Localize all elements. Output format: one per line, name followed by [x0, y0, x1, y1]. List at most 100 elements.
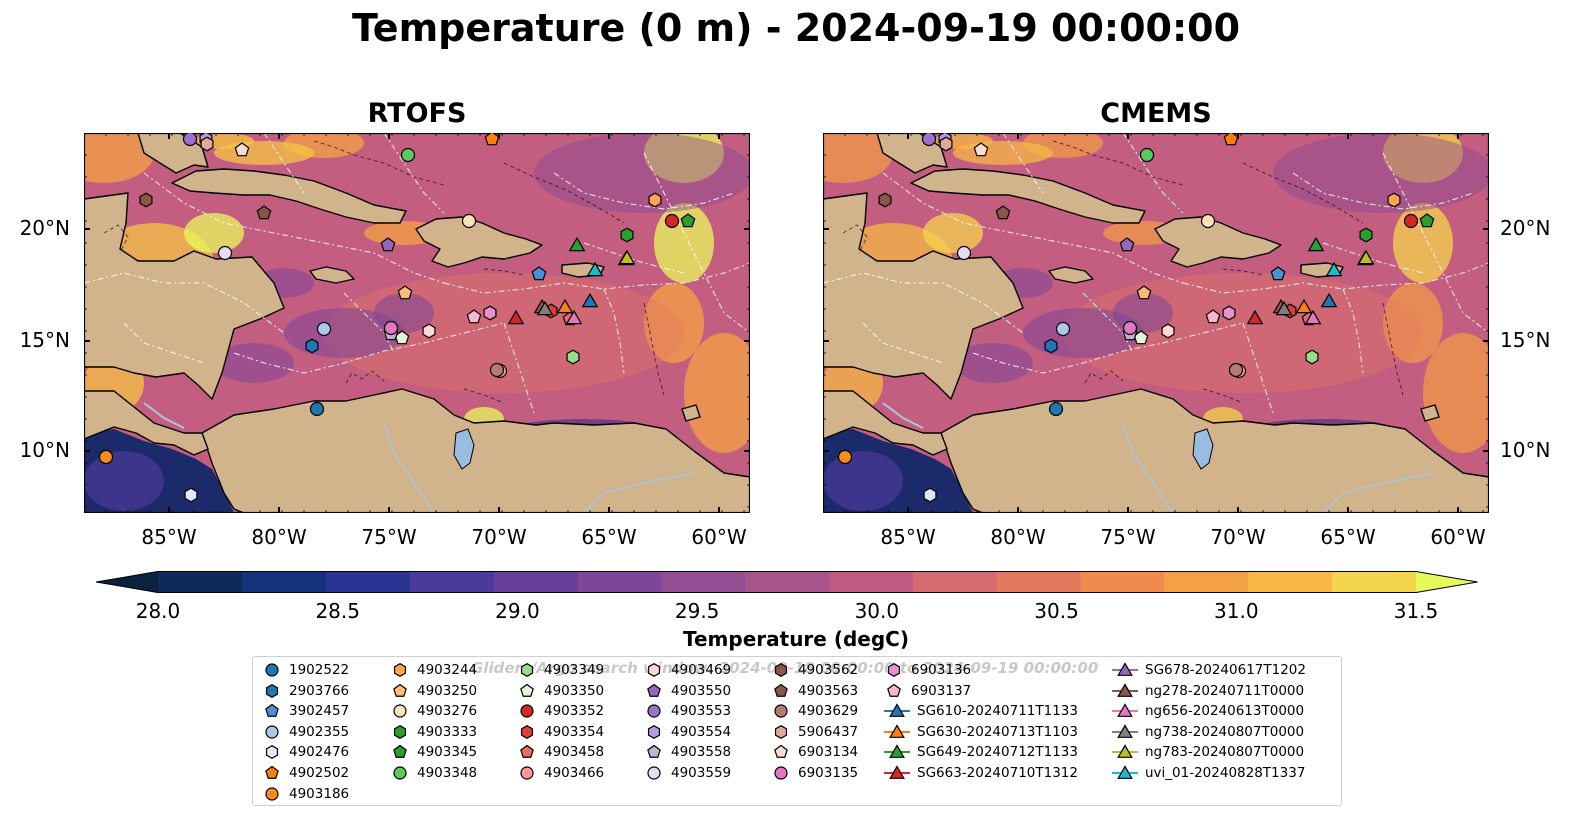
lon-tick-label: 85°W: [880, 525, 936, 549]
legend-item-label: SG630-20240713T1103: [917, 723, 1078, 740]
legend-marker-icon: [884, 765, 910, 779]
obs-4903629: [1228, 362, 1244, 378]
legend-marker-icon: [1112, 724, 1138, 738]
obs-4903550: [1119, 237, 1135, 252]
obs-4903352: [1403, 213, 1419, 229]
legend-marker-icon: [520, 683, 534, 697]
legend-marker-icon: [647, 724, 661, 739]
legend-marker-icon: [393, 663, 407, 677]
lon-tick-label: 75°W: [1100, 525, 1156, 549]
legend-marker-icon: [774, 704, 788, 718]
legend-marker-icon: [647, 663, 661, 677]
legend-item: 4903250: [389, 681, 477, 701]
colorbar: [96, 571, 1478, 593]
lon-tick-label: 70°W: [471, 525, 527, 549]
legend-item: 4903186: [261, 784, 349, 804]
colorbar-bin: [1332, 571, 1417, 593]
legend-marker-icon: [647, 766, 661, 780]
colorbar-bin: [241, 571, 327, 593]
glider-ng738-20240807T0000: [536, 300, 554, 316]
obs-4903250: [397, 285, 413, 300]
legend-item-label: 4903550: [671, 682, 732, 699]
legend-marker-icon: [265, 663, 279, 677]
glider-uvi_01-20240828T1337: [586, 261, 604, 277]
colorbar-bin: [828, 571, 914, 593]
legend-marker-icon: [265, 765, 279, 779]
colorbar-tick-label: 28.0: [135, 599, 181, 623]
legend-marker-icon: [393, 704, 407, 718]
legend-item-label: 4902355: [289, 723, 350, 740]
legend-item-label: 4903354: [544, 723, 605, 740]
colorbar-tick-label: 31.0: [1214, 599, 1259, 623]
eez-boundary: [1122, 133, 1184, 214]
land-cuba: [171, 168, 407, 224]
obs-4903186: [98, 449, 114, 465]
obs-3902457: [531, 266, 547, 281]
figure-title: Temperature (0 m) - 2024-09-19 00:00:00: [351, 6, 1241, 50]
legend-item-label: 6903134: [798, 744, 859, 761]
eez-boundary: [1182, 262, 1489, 294]
obs-6903135: [1122, 320, 1138, 336]
legend-marker-icon: [774, 724, 788, 739]
land-jamaica: [1048, 266, 1094, 284]
obs-6903136: [483, 305, 497, 321]
legend-item-label: 4903554: [671, 723, 732, 740]
obs-2903766: [305, 338, 319, 354]
legend-marker-icon: [647, 745, 661, 759]
lat-tick-label: 20°N: [1500, 216, 1551, 240]
land-southAmerica: [201, 388, 750, 513]
legend-item: SG663-20240710T1312: [883, 763, 1078, 783]
obs-4903469: [1161, 323, 1175, 339]
legend-marker-icon: [887, 683, 901, 697]
legend-marker-icon: [884, 744, 910, 759]
legend-item-label: 2903766: [289, 682, 350, 699]
glider-uvi_01-20240828T1337: [1325, 261, 1343, 277]
eez-boundary: [233, 322, 505, 374]
legend-item: SG630-20240713T1103: [883, 722, 1078, 742]
legend-item-label: ng656-20240613T0000: [1145, 703, 1305, 720]
map-frame: [823, 133, 1489, 513]
land-cuba: [910, 168, 1146, 224]
legend-marker-icon: [393, 724, 407, 739]
obs-6903137: [1205, 309, 1221, 324]
legend-item: 6903136: [883, 660, 971, 680]
colorbar-bin: [1164, 571, 1249, 593]
river: [1322, 472, 1434, 513]
legend-item-label: 4903469: [671, 662, 732, 678]
legend-item: 4903333: [389, 722, 477, 742]
obs-1902522: [1048, 401, 1064, 417]
land-southAmerica: [940, 388, 1489, 513]
colorbar-outline: [96, 571, 1478, 593]
obs-4902476: [923, 487, 937, 503]
lat-tick-label: 15°N: [1500, 328, 1551, 352]
legend-item-label: 6903137: [911, 682, 972, 699]
legend-item-label: 4903244: [417, 662, 478, 678]
obs-4903629: [489, 362, 505, 378]
legend-marker-icon: [1112, 703, 1138, 718]
obs-4903276: [1200, 213, 1216, 229]
glider-SG649-20240712T1133: [568, 236, 586, 252]
map-panel-rtofs: [84, 133, 750, 513]
legend: Gliders/Argo search window: 2024-09-18 0…: [252, 656, 1342, 806]
eez-boundary: [1382, 152, 1489, 334]
colorbar-tick-label: 31.5: [1393, 599, 1439, 623]
legend-item: SG610-20240711T1133: [883, 701, 1078, 721]
colorbar-bin: [158, 571, 243, 593]
colorbar-tick-label: 29.5: [674, 599, 720, 623]
glider-SG610-20240711T1133: [581, 292, 599, 308]
obs-4903348: [1139, 147, 1155, 163]
obs-4903244: [1387, 192, 1401, 208]
legend-marker-icon: [393, 766, 407, 780]
obs-4903469: [422, 323, 436, 339]
legend-item: 4903350: [516, 681, 604, 701]
obs-6903134: [973, 142, 989, 157]
legend-item-label: SG678-20240617T1202: [1145, 662, 1306, 678]
obs-4902476: [184, 487, 198, 503]
legend-item-label: 4903350: [544, 682, 605, 699]
legend-item: 3902457: [261, 701, 349, 721]
colorbar-tick-label: 28.5: [315, 599, 360, 623]
legend-item-label: 4903562: [798, 662, 859, 678]
legend-item: 6903137: [883, 681, 971, 701]
eez-boundary: [1002, 133, 1044, 194]
legend-item: 4903550: [643, 681, 731, 701]
